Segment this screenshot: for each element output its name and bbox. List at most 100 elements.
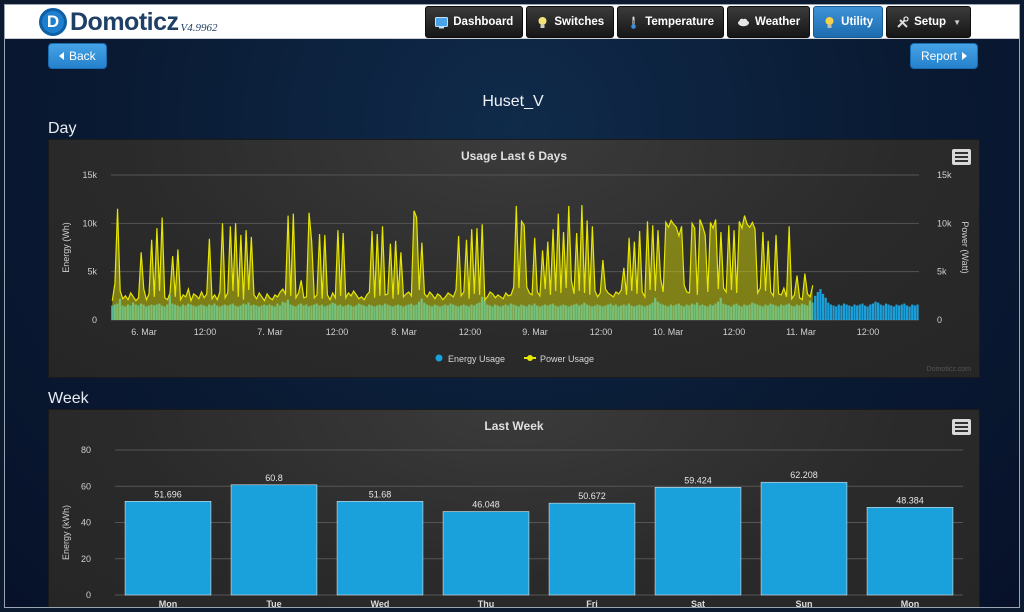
- x-tick-label: Mon: [159, 599, 178, 608]
- nav-setup[interactable]: Setup ▼: [886, 6, 971, 38]
- energy-bar: [525, 306, 528, 320]
- arrow-right-icon: [962, 52, 967, 60]
- energy-bar: [368, 304, 371, 320]
- energy-bar: [866, 306, 869, 320]
- y-right-tick-label: 0: [937, 315, 942, 325]
- energy-bar: [913, 305, 916, 320]
- energy-bar: [467, 306, 471, 320]
- energy-bar: [121, 305, 124, 320]
- energy-bar: [181, 304, 185, 320]
- energy-bar: [150, 304, 153, 320]
- energy-bar: [800, 303, 804, 320]
- week-chart: 0 20 40 60 80 Energy (kWh) 51.696 Mon 60.8 Tue 51.…: [61, 445, 963, 608]
- nav-utility[interactable]: Utility: [813, 6, 884, 38]
- bar-data-label: 46.048: [472, 500, 500, 510]
- energy-bar: [244, 304, 248, 320]
- energy-bar: [861, 303, 864, 320]
- energy-bar: [821, 293, 825, 320]
- back-button[interactable]: Back: [48, 43, 107, 69]
- week-bar: [124, 501, 212, 596]
- energy-bar: [391, 306, 394, 320]
- energy-bar: [501, 305, 505, 320]
- energy-bar: [313, 304, 316, 320]
- nav-temperature[interactable]: Temperature: [617, 6, 724, 38]
- energy-bar: [709, 304, 712, 320]
- energy-bar: [341, 306, 345, 320]
- y-right-tick-label: 15k: [937, 170, 952, 180]
- energy-bar: [436, 305, 439, 320]
- energy-bar: [651, 302, 654, 320]
- energy-bar: [570, 305, 573, 320]
- energy-bar: [517, 306, 520, 320]
- energy-bar: [389, 305, 392, 320]
- chart-credit: Domoticz.com: [926, 366, 971, 373]
- energy-bar: [745, 305, 749, 320]
- week-chart-menu-icon[interactable]: [952, 419, 971, 435]
- energy-bar: [829, 304, 833, 320]
- week-chart-title: Last Week: [484, 419, 544, 433]
- report-button[interactable]: Report: [909, 43, 978, 69]
- energy-bar: [294, 306, 297, 320]
- main-nav: Dashboard Switches Temperature Weather U…: [425, 6, 971, 38]
- energy-bar: [457, 306, 460, 320]
- x-tick-label: 8. Mar: [391, 327, 417, 337]
- energy-bar: [187, 303, 190, 320]
- energy-bar: [425, 304, 429, 320]
- energy-bar: [554, 305, 557, 320]
- x-tick-label: Sun: [796, 599, 813, 608]
- y-tick-label: 5k: [87, 267, 97, 277]
- day-chart-menu-icon[interactable]: [952, 149, 971, 165]
- energy-bar: [297, 304, 300, 320]
- energy-bar: [362, 305, 366, 320]
- nav-weather[interactable]: Weather: [727, 6, 811, 38]
- energy-bar: [410, 303, 413, 320]
- energy-bar: [118, 298, 122, 320]
- energy-bar: [575, 303, 578, 320]
- energy-bar: [769, 303, 772, 320]
- energy-bar: [756, 304, 759, 320]
- energy-bar: [428, 305, 431, 320]
- energy-bar: [124, 306, 127, 320]
- energy-bar: [696, 302, 699, 320]
- energy-bar: [336, 305, 339, 320]
- energy-bar: [837, 304, 840, 320]
- energy-bar: [785, 304, 788, 320]
- energy-bar: [703, 305, 707, 320]
- energy-bar: [284, 302, 287, 320]
- energy-bar: [845, 304, 848, 320]
- nav-switches[interactable]: Switches: [526, 6, 615, 38]
- energy-bar: [221, 305, 224, 320]
- energy-bar: [701, 304, 704, 320]
- energy-bar: [777, 306, 780, 320]
- energy-bar: [680, 305, 683, 320]
- energy-bar: [473, 305, 476, 320]
- x-tick-label: 12:00: [590, 327, 613, 337]
- energy-bar: [583, 302, 586, 320]
- energy-bar: [512, 304, 515, 320]
- energy-bar: [213, 303, 216, 320]
- section-day-label: Day: [48, 120, 77, 137]
- energy-bar: [761, 306, 764, 320]
- energy-bar: [234, 305, 237, 320]
- energy-bar: [454, 305, 457, 320]
- energy-bar: [462, 304, 465, 320]
- nav-dashboard[interactable]: Dashboard: [425, 6, 524, 38]
- energy-bar: [431, 306, 434, 320]
- energy-bar: [911, 304, 914, 320]
- energy-bar: [877, 302, 880, 320]
- energy-bar: [795, 304, 798, 320]
- app-logo[interactable]: D Domoticz V4.9962: [39, 8, 217, 36]
- energy-bar: [824, 297, 827, 320]
- energy-bar: [814, 295, 817, 320]
- y-tick-label: 15k: [82, 170, 97, 180]
- energy-bar: [171, 303, 174, 320]
- energy-bar: [816, 291, 819, 320]
- energy-bar: [714, 303, 717, 320]
- arrow-left-icon: [59, 52, 64, 60]
- energy-bar: [706, 306, 709, 320]
- energy-bar: [740, 306, 743, 320]
- y-tick-label: 60: [81, 481, 91, 491]
- energy-bar: [449, 303, 452, 320]
- energy-bar: [806, 305, 809, 320]
- nav-setup-label: Setup: [914, 16, 947, 28]
